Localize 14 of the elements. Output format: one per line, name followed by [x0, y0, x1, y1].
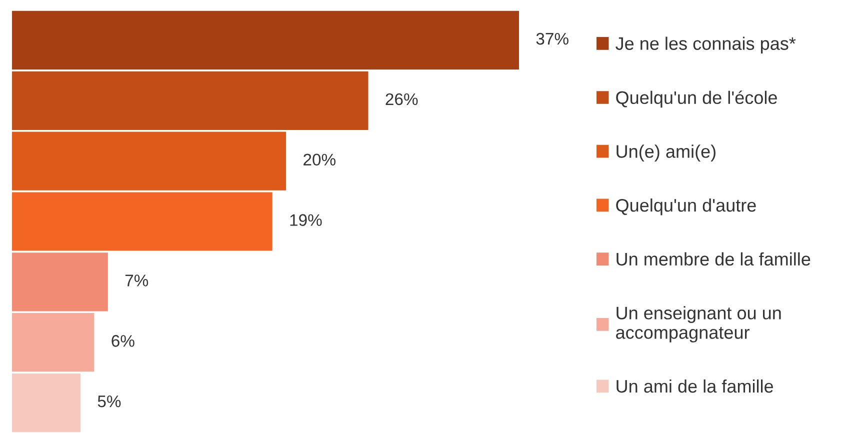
legend-label: Un membre de la famille [616, 252, 810, 266]
data-label: 5% [98, 396, 121, 408]
legend-label: Je ne les connais pas* [616, 36, 796, 54]
legend-label: Quelqu'un de l'école [616, 90, 777, 108]
legend-label: Quelqu'un d'autre [616, 198, 756, 216]
data-label: 19% [290, 214, 322, 226]
data-label: 26% [386, 93, 418, 106]
legend-label: Un ami de la famille [616, 379, 774, 393]
data-label: 20% [304, 154, 336, 166]
data-label: 6% [112, 335, 134, 347]
legend-label: Un(e) ami(e) [616, 144, 716, 162]
legend-label: Un enseignant ou un accompagnateur [616, 306, 781, 342]
data-label: 37% [536, 32, 568, 45]
data-label: 7% [125, 274, 148, 286]
